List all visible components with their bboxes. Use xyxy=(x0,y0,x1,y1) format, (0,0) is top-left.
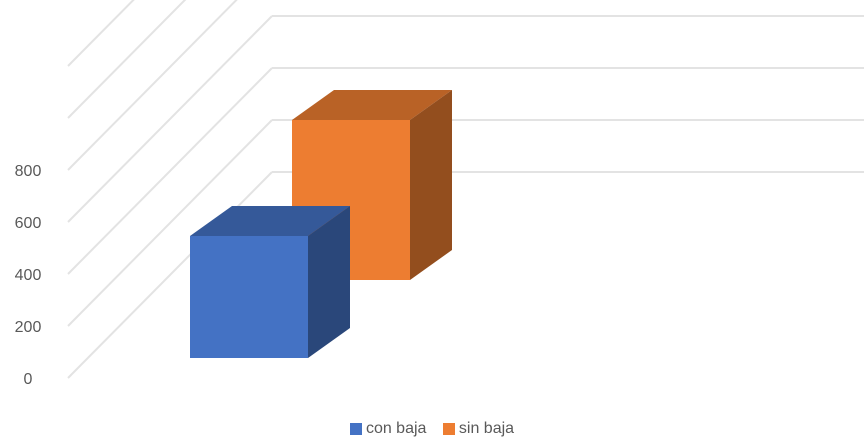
bar-chart-3d: 0 200 400 600 800 xyxy=(15,0,864,388)
gridline-side-800 xyxy=(67,0,238,171)
gridline-side-1200 xyxy=(67,0,135,67)
y-tick-label: 0 xyxy=(24,371,33,388)
bar-side-face xyxy=(308,206,350,358)
gridline-side-200 xyxy=(67,119,273,327)
gridline-side-400 xyxy=(67,67,273,275)
legend: con baja sin baja xyxy=(0,420,864,440)
legend-swatch-sin-baja xyxy=(442,423,455,435)
y-tick-label: 200 xyxy=(15,319,42,336)
legend-item-con-baja: con baja xyxy=(349,420,427,438)
gridlines xyxy=(67,0,864,379)
legend-label-con-baja: con baja xyxy=(365,420,427,437)
legend-label-sin-baja: sin baja xyxy=(458,420,515,437)
legend-item-sin-baja: sin baja xyxy=(442,420,515,438)
bar-top-face xyxy=(190,206,350,236)
bar-side-face xyxy=(410,90,452,280)
bar-top-face xyxy=(292,90,452,120)
y-tick-label: 400 xyxy=(15,267,42,284)
bar-front-face xyxy=(190,236,308,358)
gridline-side-600 xyxy=(67,15,273,223)
legend-swatch-con-baja xyxy=(349,423,362,435)
y-tick-label: 800 xyxy=(15,163,42,180)
y-tick-label: 600 xyxy=(15,215,42,232)
bar-con-baja xyxy=(190,206,350,358)
bars xyxy=(190,90,452,358)
gridline-side-1000 xyxy=(67,0,187,119)
y-axis-ticks: 0 200 400 600 800 xyxy=(15,163,42,388)
